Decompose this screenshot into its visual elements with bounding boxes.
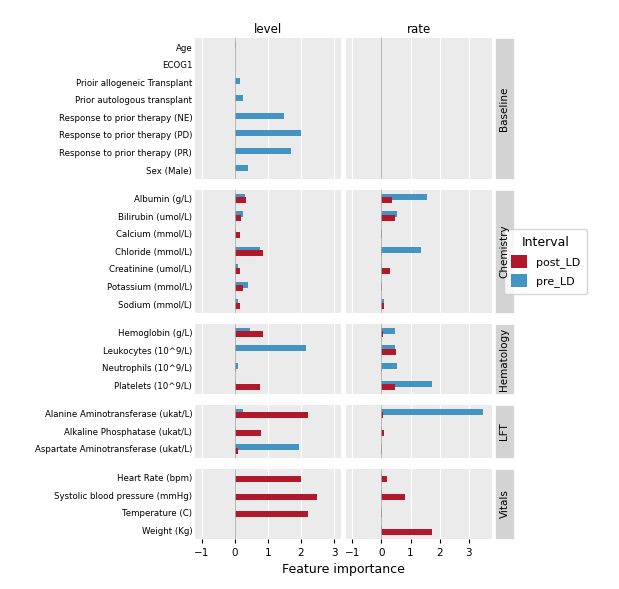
Bar [381, 363, 397, 369]
Bar [235, 215, 241, 221]
Bar [235, 444, 299, 450]
Bar [235, 299, 238, 305]
Text: LFT: LFT [500, 422, 509, 440]
Bar [235, 363, 238, 369]
Bar [235, 166, 248, 171]
Bar [381, 412, 383, 418]
Bar [235, 448, 238, 454]
Title: level: level [254, 23, 282, 36]
Bar [381, 211, 397, 217]
Text: Feature importance: Feature importance [282, 563, 405, 576]
Bar [235, 511, 308, 517]
Bar [235, 130, 301, 136]
Bar [235, 285, 243, 291]
Bar [235, 264, 238, 270]
Bar [235, 331, 263, 337]
Bar [235, 250, 263, 256]
Bar [235, 78, 240, 84]
Legend: post_LD, pre_LD: post_LD, pre_LD [504, 229, 587, 294]
Bar [235, 494, 318, 499]
Bar [235, 282, 248, 288]
Bar [235, 247, 259, 253]
Bar [235, 194, 245, 200]
Bar [235, 476, 301, 482]
Bar [235, 229, 236, 235]
Bar [381, 476, 387, 482]
Bar [381, 215, 394, 221]
Bar [381, 328, 394, 334]
Bar [381, 349, 396, 355]
Bar [235, 233, 240, 239]
Bar [381, 345, 394, 352]
Bar [235, 409, 243, 415]
Bar [381, 194, 426, 200]
Bar [235, 303, 240, 309]
Bar [235, 384, 259, 390]
Bar [381, 299, 384, 305]
Bar [235, 345, 306, 352]
Bar [381, 267, 390, 273]
Bar [381, 384, 394, 390]
Bar [381, 529, 433, 535]
Bar [235, 412, 308, 418]
Bar [381, 380, 433, 386]
Bar [235, 267, 240, 273]
Text: Vitals: Vitals [500, 489, 509, 518]
Bar [381, 197, 392, 203]
Bar [235, 430, 261, 436]
Bar [235, 42, 236, 48]
Bar [235, 366, 236, 372]
Text: Chemistry: Chemistry [500, 224, 509, 278]
Bar [381, 409, 483, 415]
Title: rate: rate [407, 23, 431, 36]
Bar [235, 148, 291, 154]
Bar [381, 303, 384, 309]
Bar [235, 197, 246, 203]
Bar [381, 247, 421, 253]
Bar [235, 380, 236, 386]
Bar [381, 331, 383, 337]
Bar [235, 112, 284, 118]
Text: Hematology: Hematology [500, 327, 509, 391]
Bar [235, 426, 236, 433]
Text: Baseline: Baseline [500, 87, 509, 131]
Bar [381, 430, 384, 436]
Bar [381, 494, 405, 499]
Bar [235, 95, 243, 101]
Bar [235, 211, 243, 217]
Bar [235, 328, 249, 334]
